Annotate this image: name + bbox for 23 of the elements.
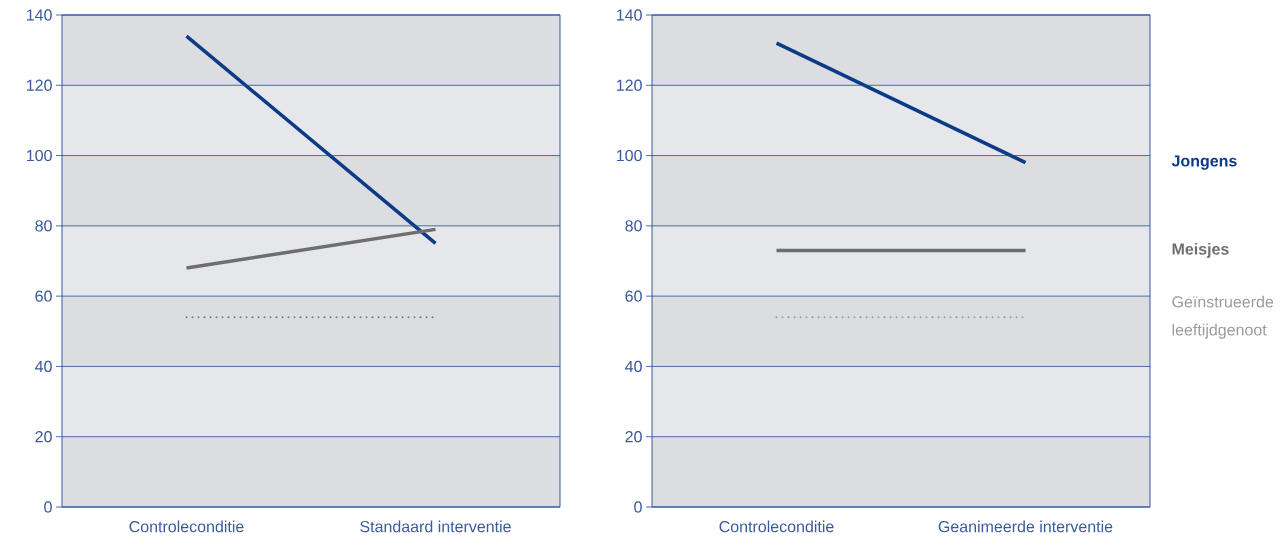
y-tick-label: 100 xyxy=(617,149,642,162)
y-tick-label: 40 xyxy=(35,360,52,373)
y-tick-label: 80 xyxy=(35,220,52,232)
y-tick-label: 80 xyxy=(625,220,642,232)
text: Jongens xyxy=(1171,155,1237,170)
y-tick-label: 140 xyxy=(27,9,52,21)
text: Geïnstrueerde leeftijdgenoot xyxy=(1172,295,1274,339)
y-tick-label: 120 xyxy=(27,79,52,91)
y-tick-label: 20 xyxy=(35,431,52,443)
x-tick-label: Controleconditie xyxy=(719,520,834,533)
y-tick-label: 0 xyxy=(634,501,642,513)
y-tick-label: 100 xyxy=(27,149,52,162)
y-tick-label: 120 xyxy=(617,79,642,91)
x-tick-label: Controleconditie xyxy=(129,520,244,533)
y-tick-label: 0 xyxy=(44,501,52,513)
y-tick-label: 60 xyxy=(35,290,52,302)
x-tick-label: Geanimeerde interventie xyxy=(938,520,1113,533)
y-tick-label: 60 xyxy=(625,290,642,302)
x-tick-label: Standaard interventie xyxy=(360,520,511,533)
y-tick-label: 20 xyxy=(625,431,642,443)
text: Meisjes xyxy=(1172,243,1229,258)
y-tick-label: 40 xyxy=(625,360,642,373)
y-tick-label: 140 xyxy=(617,9,642,21)
